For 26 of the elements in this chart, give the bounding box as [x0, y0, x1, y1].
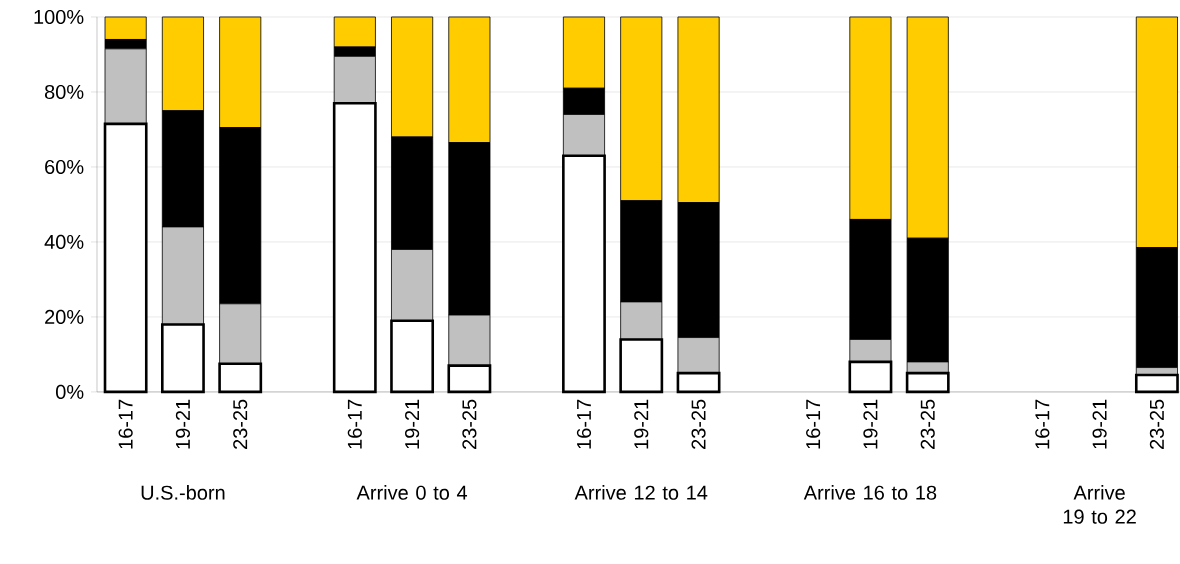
- text: Arrive 16 to 18: [803, 485, 937, 500]
- x-tick-label: 23-25: [691, 399, 706, 449]
- x-tick-label: 19-21: [1092, 399, 1107, 449]
- x-tick-label: 16-17: [347, 399, 362, 449]
- y-tick-label: 20%: [45, 309, 84, 325]
- text: Arrive 19 to 22: [1063, 485, 1136, 524]
- y-tick-label: 0%: [56, 384, 84, 400]
- x-tick-label: 16-17: [576, 399, 592, 449]
- y-tick-label: 80%: [44, 84, 84, 100]
- y-tick-label: 100%: [34, 9, 84, 25]
- text: U.S.-born: [141, 485, 225, 500]
- y-tick-label: 60%: [45, 159, 84, 175]
- x-tick-label: 16-17: [1035, 399, 1050, 449]
- text: Arrive 0 to 4: [356, 485, 468, 500]
- x-tick-label: 16-17: [118, 399, 133, 449]
- x-tick-label: 23-25: [233, 399, 248, 449]
- x-tick-label: 23-25: [1149, 399, 1164, 449]
- x-tick-label: 19-21: [405, 399, 420, 449]
- x-tick-label: 19-21: [634, 399, 649, 449]
- x-tick-label: 19-21: [175, 399, 191, 449]
- text: Arrive 12 to 14: [574, 485, 708, 500]
- x-tick-label: 19-21: [863, 399, 878, 449]
- x-tick-label: 23-25: [462, 399, 477, 449]
- x-tick-label: 16-17: [806, 399, 821, 449]
- x-tick-label: 23-25: [920, 399, 935, 449]
- y-tick-label: 40%: [44, 234, 84, 250]
